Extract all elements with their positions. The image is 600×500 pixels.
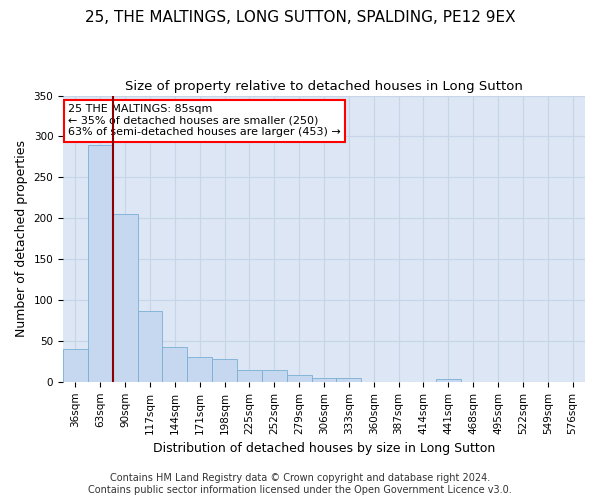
Text: 25, THE MALTINGS, LONG SUTTON, SPALDING, PE12 9EX: 25, THE MALTINGS, LONG SUTTON, SPALDING,… [85, 10, 515, 25]
Bar [187, 358, 212, 382]
Bar [137, 310, 163, 382]
Bar [212, 359, 237, 382]
Bar [436, 380, 461, 382]
Bar [163, 348, 187, 382]
Bar [287, 376, 311, 382]
Bar [63, 349, 88, 382]
Y-axis label: Number of detached properties: Number of detached properties [15, 140, 28, 337]
Bar [311, 378, 337, 382]
Text: 25 THE MALTINGS: 85sqm
← 35% of detached houses are smaller (250)
63% of semi-de: 25 THE MALTINGS: 85sqm ← 35% of detached… [68, 104, 341, 138]
Text: Contains HM Land Registry data © Crown copyright and database right 2024.
Contai: Contains HM Land Registry data © Crown c… [88, 474, 512, 495]
Bar [237, 370, 262, 382]
Title: Size of property relative to detached houses in Long Sutton: Size of property relative to detached ho… [125, 80, 523, 93]
Bar [337, 378, 361, 382]
X-axis label: Distribution of detached houses by size in Long Sutton: Distribution of detached houses by size … [153, 442, 495, 455]
Bar [88, 144, 113, 382]
Bar [113, 214, 137, 382]
Bar [262, 370, 287, 382]
